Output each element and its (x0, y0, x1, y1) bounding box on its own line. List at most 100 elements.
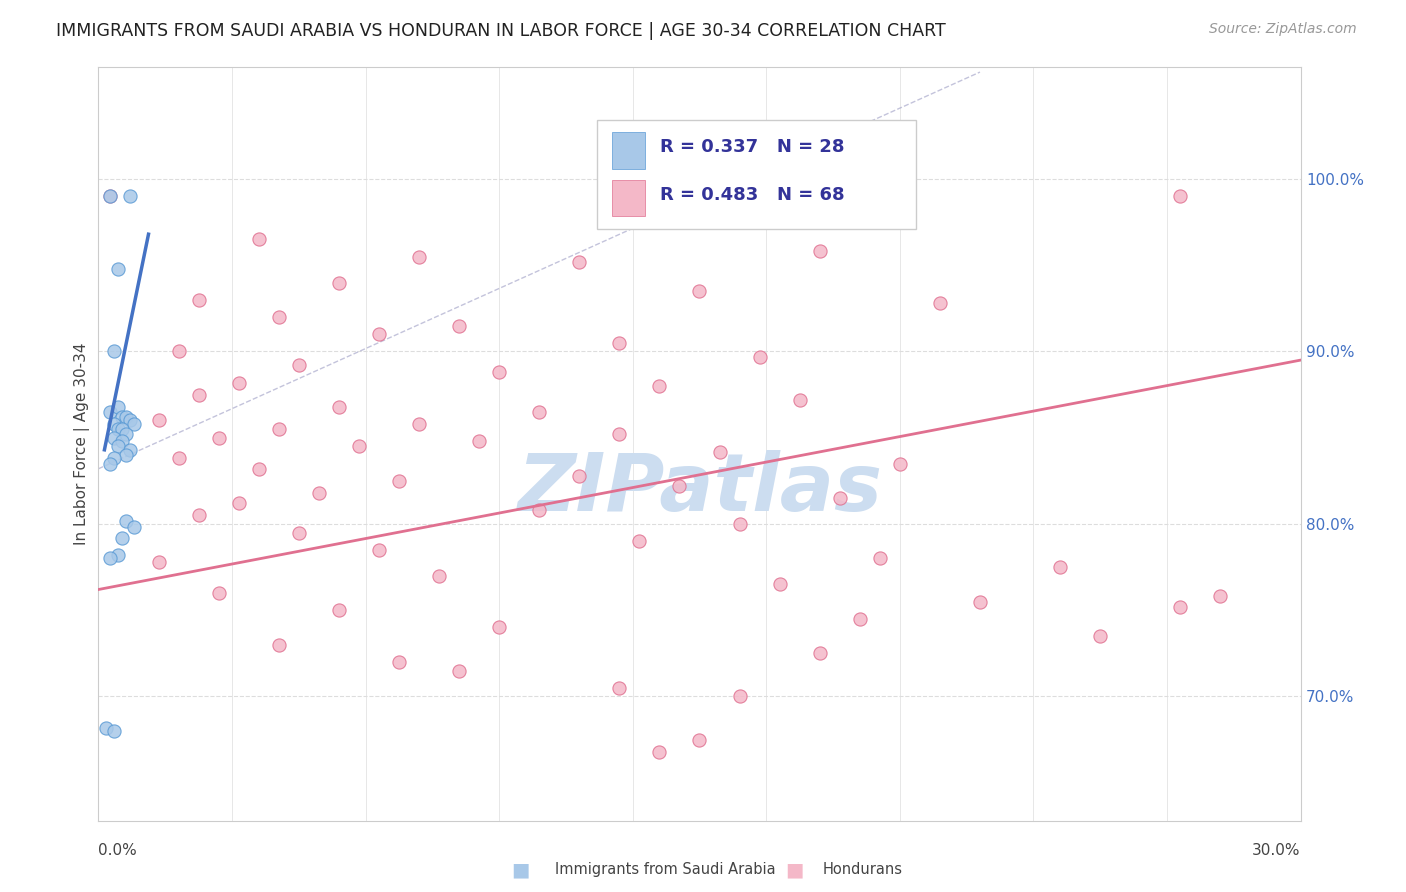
Text: Hondurans: Hondurans (823, 863, 903, 877)
Point (107, 261, 129, 276)
Point (689, 732, 711, 747)
Point (709, 444, 731, 458)
Point (107, 439, 129, 453)
Point (328, 276, 350, 290)
Point (869, 551, 891, 566)
Text: R = 0.337   N = 28: R = 0.337 N = 28 (659, 137, 845, 156)
Point (388, 474, 411, 488)
Point (288, 359, 311, 373)
FancyBboxPatch shape (598, 120, 915, 229)
Point (187, 387, 209, 401)
Point (427, 568, 450, 582)
Text: IMMIGRANTS FROM SAUDI ARABIA VS HONDURAN IN LABOR FORCE | AGE 30-34 CORRELATION : IMMIGRANTS FROM SAUDI ARABIA VS HONDURAN… (56, 22, 946, 40)
Point (107, 400, 129, 414)
Point (808, 646, 831, 660)
Point (609, 427, 631, 442)
Point (447, 664, 470, 678)
Point (728, 690, 751, 704)
Point (111, 422, 134, 436)
Point (328, 603, 350, 617)
Point (1209, 590, 1232, 604)
Text: ■: ■ (510, 860, 530, 880)
Text: Source: ZipAtlas.com: Source: ZipAtlas.com (1209, 22, 1357, 37)
Point (115, 410, 138, 425)
Point (115, 514, 138, 528)
Point (103, 451, 125, 466)
Point (468, 434, 491, 449)
Point (115, 448, 138, 462)
Point (648, 379, 671, 393)
Point (689, 284, 711, 298)
Point (568, 468, 591, 483)
Point (228, 376, 250, 390)
Point (124, 520, 146, 534)
Point (111, 410, 134, 425)
Point (267, 422, 290, 436)
Point (728, 516, 751, 531)
Point (120, 442, 142, 457)
Point (124, 417, 146, 431)
Point (208, 586, 231, 600)
Point (969, 594, 991, 608)
Point (929, 296, 952, 310)
Point (388, 655, 411, 669)
Point (368, 542, 391, 557)
Point (748, 350, 770, 364)
Point (167, 451, 190, 466)
Point (648, 745, 671, 759)
Point (111, 531, 134, 545)
Point (308, 486, 330, 500)
Point (115, 427, 138, 442)
Point (247, 462, 270, 476)
Point (148, 413, 170, 427)
Point (347, 439, 370, 453)
Point (100, 405, 122, 419)
Point (447, 318, 470, 333)
Point (488, 620, 510, 634)
Point (100, 189, 122, 203)
Point (148, 555, 170, 569)
Point (1088, 629, 1111, 643)
Point (167, 344, 190, 359)
Point (668, 479, 690, 493)
Point (328, 400, 350, 414)
Point (228, 496, 250, 510)
Point (889, 457, 911, 471)
Point (1170, 599, 1192, 614)
Y-axis label: In Labor Force | Age 30-34: In Labor Force | Age 30-34 (75, 343, 90, 545)
Point (1170, 189, 1192, 203)
Point (488, 365, 510, 379)
Point (120, 189, 142, 203)
Point (368, 327, 391, 342)
Point (609, 335, 631, 350)
Point (103, 431, 125, 445)
Point (628, 534, 651, 549)
Point (187, 508, 209, 523)
Point (1049, 560, 1071, 574)
Text: ■: ■ (785, 860, 804, 880)
Point (808, 244, 831, 259)
Point (100, 189, 122, 203)
Point (247, 232, 270, 246)
Text: R = 0.483   N = 68: R = 0.483 N = 68 (659, 186, 845, 204)
Point (100, 457, 122, 471)
Point (187, 293, 209, 307)
Point (288, 525, 311, 540)
Point (267, 310, 290, 324)
Text: 30.0%: 30.0% (1253, 843, 1301, 858)
FancyBboxPatch shape (612, 180, 645, 216)
Point (208, 431, 231, 445)
Point (828, 491, 851, 505)
Point (107, 548, 129, 562)
Point (609, 681, 631, 695)
Text: ZIPatlas: ZIPatlas (517, 450, 882, 528)
Text: Immigrants from Saudi Arabia: Immigrants from Saudi Arabia (555, 863, 776, 877)
Point (789, 392, 811, 407)
FancyBboxPatch shape (612, 133, 645, 169)
Point (849, 612, 872, 626)
Point (100, 551, 122, 566)
Point (769, 577, 792, 591)
Point (529, 503, 551, 517)
Point (103, 417, 125, 431)
Point (408, 250, 430, 264)
